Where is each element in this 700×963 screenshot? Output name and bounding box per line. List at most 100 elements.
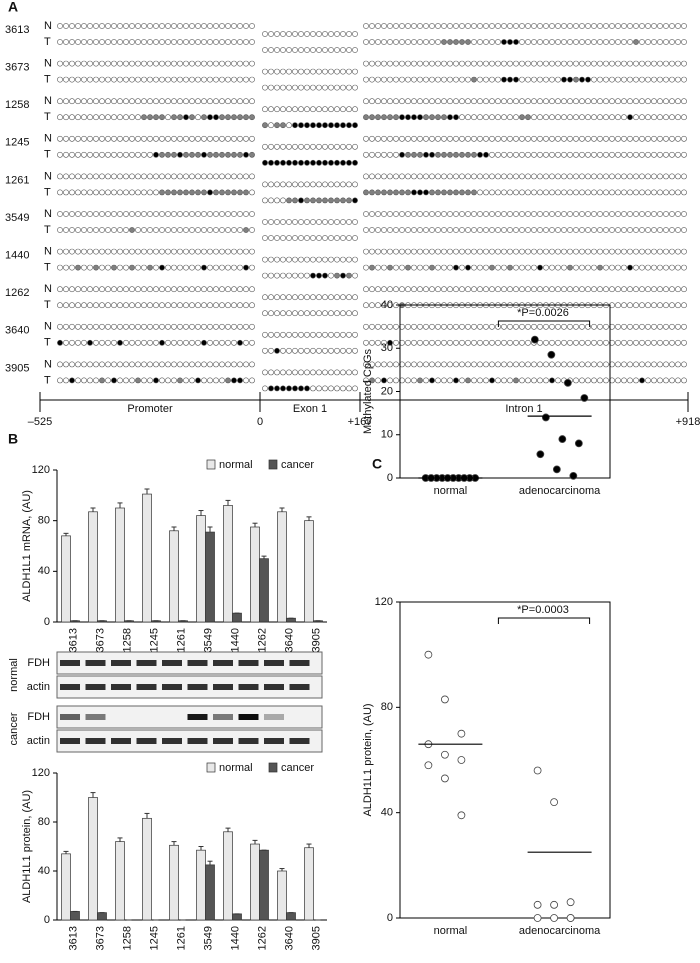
cpg-normal xyxy=(387,135,393,142)
cpg-normal xyxy=(417,23,423,29)
cpg-normal xyxy=(441,98,447,105)
cpg-tumor xyxy=(195,39,201,45)
cpg-methylated xyxy=(453,151,459,158)
cpg-normal xyxy=(117,286,123,293)
cpg-normal xyxy=(243,23,249,29)
cpg-normal xyxy=(423,323,429,330)
cpg-tumor xyxy=(129,39,135,45)
cpg-methylated xyxy=(304,197,310,204)
cpg-normal xyxy=(627,286,633,293)
sample-id: 1245 xyxy=(5,137,29,149)
cpg-tumor xyxy=(459,227,465,233)
cpg-normal xyxy=(507,60,513,67)
cpg-tumor xyxy=(352,47,358,53)
cpg-methylated xyxy=(346,272,352,279)
cpg-normal xyxy=(465,135,471,142)
cpg-normal xyxy=(165,286,171,293)
cpg-tumor xyxy=(555,227,561,233)
cpg-normal xyxy=(165,135,171,142)
cpg-methylated xyxy=(165,151,171,158)
cpg-normal xyxy=(195,248,201,255)
cpg-methylated xyxy=(340,272,346,279)
cpg-tumor xyxy=(129,189,135,196)
cpg-tumor xyxy=(645,114,651,121)
cpg-normal xyxy=(609,98,615,105)
cpg-normal xyxy=(375,361,381,368)
cpg-methylated xyxy=(183,114,189,121)
cpg-normal xyxy=(423,361,429,368)
cpg-normal xyxy=(322,256,328,263)
cpg-tumor xyxy=(681,76,687,83)
cpg-tumor xyxy=(375,377,381,384)
cpg-normal xyxy=(435,211,441,217)
cpg-tumor xyxy=(429,39,435,45)
bar xyxy=(142,493,152,623)
cpg-methylated xyxy=(189,151,195,158)
cpg-normal xyxy=(87,23,93,29)
cpg-tumor xyxy=(651,189,657,196)
cpg-tumor xyxy=(249,302,255,309)
cpg-methylated xyxy=(363,189,369,196)
cpg-tumor xyxy=(489,114,495,121)
cpg-tumor xyxy=(681,302,687,309)
cpg-normal xyxy=(501,173,507,180)
cpg-tumor xyxy=(399,76,405,83)
bar xyxy=(223,505,233,623)
cpg-normal xyxy=(363,173,369,180)
cpg-tumor xyxy=(123,189,129,196)
cpg-tumor xyxy=(87,189,93,196)
cpg-tumor xyxy=(369,76,375,83)
cpg-normal xyxy=(675,60,681,67)
cpg-normal xyxy=(328,331,334,338)
cpg-tumor xyxy=(57,151,63,158)
cpg-normal xyxy=(417,211,423,217)
point xyxy=(440,695,449,704)
cpg-tumor xyxy=(334,84,340,91)
cpg-methylated xyxy=(393,114,399,121)
cpg-tumor xyxy=(57,302,63,309)
cpg-normal xyxy=(483,135,489,142)
cpg-tumor xyxy=(519,227,525,233)
cpg-normal xyxy=(495,286,501,293)
cpg-tumor xyxy=(159,302,165,309)
cpg-normal xyxy=(153,173,159,180)
cpg-normal xyxy=(369,98,375,105)
cpg-normal xyxy=(328,219,334,225)
cpg-tumor xyxy=(105,302,111,309)
cpg-tumor xyxy=(69,151,75,158)
cpg-normal xyxy=(274,68,280,75)
cpg-methylated xyxy=(243,227,249,233)
cpg-tumor xyxy=(171,227,177,233)
cpg-methylated xyxy=(369,114,375,121)
cpg-normal xyxy=(352,181,358,188)
cpg-methylated xyxy=(316,122,322,129)
x-tick-label: adenocarcinoma xyxy=(519,485,601,497)
cpg-tumor xyxy=(87,151,93,158)
cpg-tumor xyxy=(165,39,171,45)
cpg-normal xyxy=(225,286,231,293)
cpg-normal xyxy=(268,181,274,188)
cpg-normal xyxy=(567,173,573,180)
cpg-normal xyxy=(615,60,621,67)
cpg-normal xyxy=(675,23,681,29)
cpg-normal xyxy=(615,173,621,180)
cpg-normal xyxy=(292,106,298,113)
cpg-normal xyxy=(69,323,75,330)
cpg-tumor xyxy=(603,39,609,45)
cpg-normal xyxy=(304,68,310,75)
cpg-normal xyxy=(633,361,639,368)
cpg-tumor xyxy=(316,385,322,392)
cpg-tumor xyxy=(298,47,304,53)
point xyxy=(580,394,589,402)
cpg-normal xyxy=(501,361,507,368)
cpg-normal xyxy=(219,173,225,180)
x-tick-label: adenocarcinoma xyxy=(519,925,601,937)
cpg-tumor xyxy=(195,227,201,233)
cpg-normal xyxy=(165,211,171,217)
row-label: N xyxy=(44,95,52,107)
cpg-tumor xyxy=(99,151,105,158)
cpg-tumor xyxy=(471,114,477,121)
cpg-methylated xyxy=(304,122,310,129)
cpg-tumor xyxy=(219,377,225,384)
cpg-normal xyxy=(123,60,129,67)
